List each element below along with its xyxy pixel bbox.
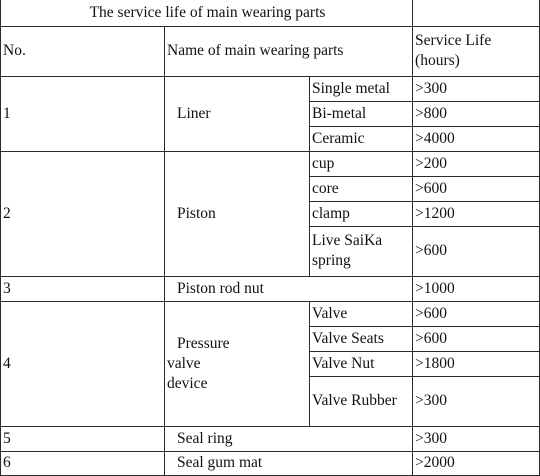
sub-part: Live SaiKa spring — [308, 225, 414, 277]
sub-part: cup — [308, 150, 414, 177]
sub-part: Bi-metal — [308, 100, 414, 127]
service-life-value: >4000 — [412, 125, 540, 152]
table-row: 2 Piston cup >200 — [0, 150, 540, 277]
table-row: Ceramic >4000 — [1, 125, 540, 152]
service-life-value: >300 — [412, 75, 540, 102]
row-number: 1 — [0, 75, 165, 152]
sub-part: Valve Nut — [308, 350, 414, 377]
part-name: Pressure valve device — [164, 300, 310, 427]
part-name: Piston — [164, 150, 310, 277]
service-life-value: >1200 — [412, 200, 540, 227]
service-life-value: >300 — [412, 375, 540, 427]
table-row: 5 Seal ring >300 — [0, 425, 540, 452]
sub-part: Ceramic — [308, 125, 414, 152]
table-row: 4 Pressure valve device Valve >600 — [0, 300, 540, 427]
table-row: 1 Liner Single metal >300 — [0, 75, 540, 152]
table-row: core >600 — [1, 175, 540, 202]
row-number: 2 — [0, 150, 165, 277]
title-empty-cell — [412, 0, 540, 27]
part-name: Seal gum mat — [163, 450, 414, 476]
table-row: Live SaiKa spring >600 — [1, 225, 540, 277]
service-life-value: >600 — [412, 300, 540, 327]
table-row: 3 Piston rod nut >1000 — [0, 275, 540, 302]
row-number: 3 — [0, 275, 165, 302]
table-row: clamp >1200 — [1, 200, 540, 227]
service-life-value: >1000 — [412, 275, 540, 302]
table-title: The service life of main wearing parts — [0, 0, 414, 27]
part-name-text: Pressure valve device — [167, 334, 230, 392]
sub-part: Valve Rubber — [308, 375, 414, 427]
header-service-life: Service Life (hours) — [412, 25, 540, 77]
service-life-value: >600 — [412, 175, 540, 202]
service-life-value: >600 — [412, 225, 540, 277]
row-number: 6 — [0, 450, 165, 476]
part-name: Piston rod nut — [163, 275, 414, 302]
header-name: Name of main wearing parts — [163, 25, 414, 77]
table-row: 6 Seal gum mat >2000 — [0, 450, 540, 476]
service-life-value: >200 — [412, 150, 540, 177]
sub-part: clamp — [308, 200, 414, 227]
row-number: 4 — [0, 300, 165, 427]
sub-part: Single metal — [308, 75, 414, 102]
title-row: The service life of main wearing parts — [0, 0, 540, 27]
service-life-value: >600 — [412, 325, 540, 352]
service-life-value: >2000 — [412, 450, 540, 476]
header-no: No. — [0, 25, 165, 77]
service-life-value: >1800 — [412, 350, 540, 377]
sub-part: Valve — [308, 300, 414, 327]
table-row: Valve Rubber >300 — [1, 375, 540, 427]
table-row: Bi-metal >800 — [1, 100, 540, 127]
sub-part: core — [308, 175, 414, 202]
service-life-value: >800 — [412, 100, 540, 127]
sub-part: Valve Seats — [308, 325, 414, 352]
header-row: No. Name of main wearing parts Service L… — [0, 25, 540, 77]
table-row: Valve Seats >600 — [1, 325, 540, 352]
row-number: 5 — [0, 425, 165, 452]
service-life-value: >300 — [412, 425, 540, 452]
part-name: Liner — [164, 75, 310, 152]
part-name: Seal ring — [163, 425, 414, 452]
